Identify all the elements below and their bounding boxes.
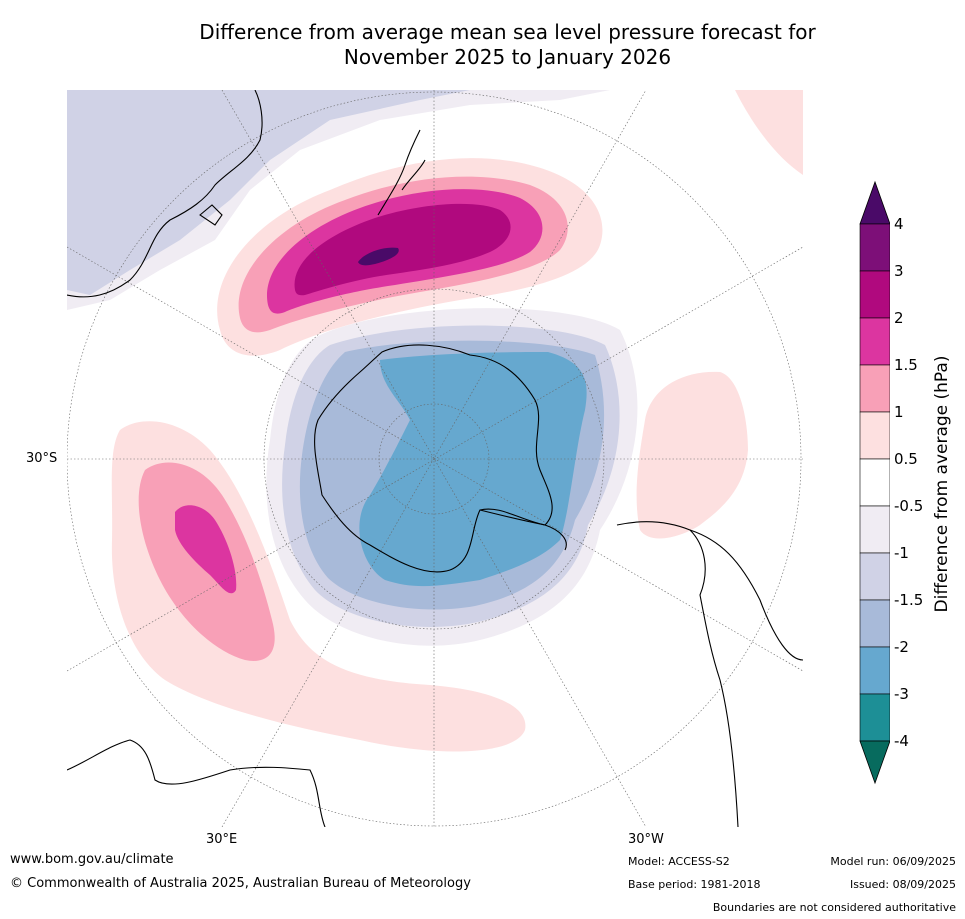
anomaly-region-south-indian-15 <box>175 505 237 594</box>
lon-label-30e: 30°E <box>206 832 238 847</box>
colorbar-tick-label: -3 <box>894 685 909 703</box>
footer-model: Model: ACCESS-S2 <box>628 855 730 868</box>
colorbar-tick-label: -4 <box>894 732 909 750</box>
chart-title: Difference from average mean sea level p… <box>100 20 915 70</box>
colorbar-segment <box>859 317 890 366</box>
colorbar-title: Difference from average (hPa) <box>932 355 952 613</box>
anomaly-region-south-atlantic-05 <box>636 371 748 539</box>
colorbar-segment <box>859 270 890 319</box>
lat-label-30s: 30°S <box>26 451 58 466</box>
colorbar-segment <box>859 223 890 272</box>
coastlines <box>67 90 803 827</box>
colorbar-segment <box>859 458 890 507</box>
colorbar-tick-label: 1 <box>894 403 904 421</box>
anomaly-region-antarctic-2 <box>359 352 587 587</box>
colorbar-tick-label: -1.5 <box>894 591 924 609</box>
colorbar-tick-label: 1.5 <box>894 356 918 374</box>
anomaly-region-tasman-2 <box>294 203 511 296</box>
colorbar-segment <box>859 646 890 695</box>
colorbar-tick-label: 0.5 <box>894 450 918 468</box>
colorbar-tick-label: -1 <box>894 544 909 562</box>
footer-model-run: Model run: 06/09/2025 <box>830 855 956 868</box>
colorbar <box>859 180 890 785</box>
colorbar-segment <box>859 599 890 648</box>
footer-copyright: © Commonwealth of Australia 2025, Austra… <box>10 876 471 891</box>
colorbar-tick-label: -0.5 <box>894 497 924 515</box>
tasmania-coastline <box>199 204 223 226</box>
colorbar-tick-label: 4 <box>894 215 904 233</box>
colorbar-segment <box>859 552 890 601</box>
colorbar-extend-bottom <box>859 740 890 785</box>
new-zealand-coastline <box>377 129 426 216</box>
colorbar-segment <box>859 693 890 742</box>
colorbar-segment <box>859 411 890 460</box>
south-america-west-coastline <box>689 529 803 661</box>
footer-disclaimer: Boundaries are not considered authoritat… <box>712 901 956 914</box>
australia-coastline <box>67 90 263 298</box>
antarctic-peninsula-coastline <box>479 509 567 551</box>
colorbar-extend-top <box>859 180 890 225</box>
footer-base-period: Base period: 1981-2018 <box>628 878 761 891</box>
colorbar-tick-label: 3 <box>894 262 904 280</box>
anomaly-region-australia-low <box>67 90 470 295</box>
antarctica-coastline <box>314 344 553 573</box>
anomaly-region-north-pacific-05 <box>735 90 803 175</box>
footer-website: www.bom.gov.au/climate <box>10 852 174 867</box>
south-america-coastline <box>616 521 739 827</box>
colorbar-tick-label: 2 <box>894 309 904 327</box>
africa-coastline <box>67 739 326 827</box>
footer-issued: Issued: 08/09/2025 <box>849 878 956 891</box>
anomaly-region-tasman-3 <box>358 247 399 266</box>
colorbar-segment <box>859 505 890 554</box>
title-line-1: Difference from average mean sea level p… <box>199 20 816 44</box>
graticule <box>67 90 803 827</box>
lon-label-30w: 30°W <box>628 832 664 847</box>
title-line-2: November 2025 to January 2026 <box>343 45 672 69</box>
colorbar-segment <box>859 364 890 413</box>
colorbar-tick-label: -2 <box>894 638 909 656</box>
